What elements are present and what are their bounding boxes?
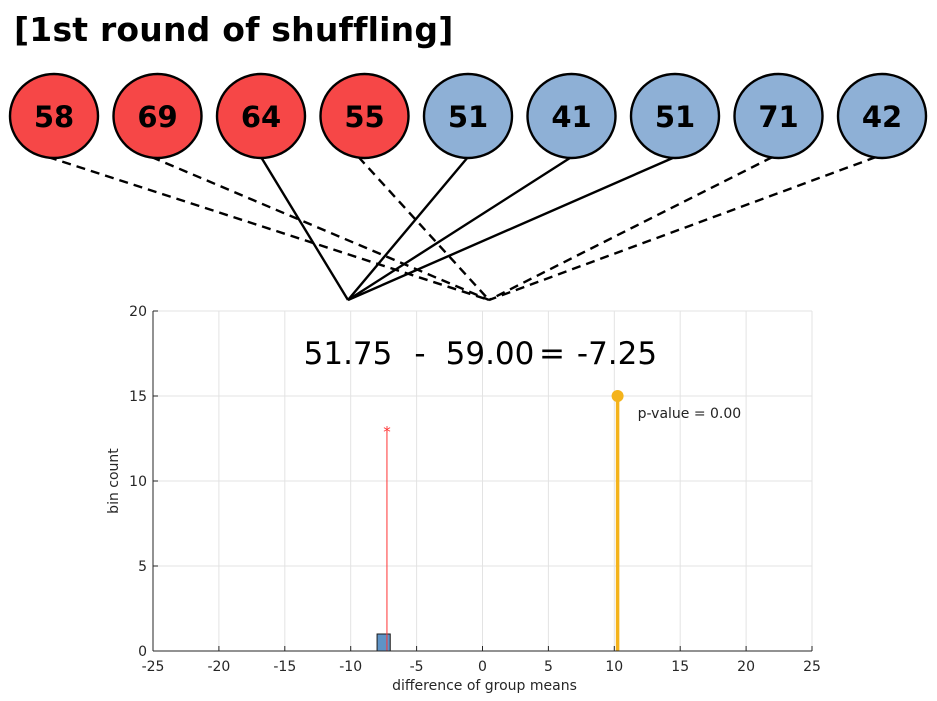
chart-axes: difference of group means bin count <box>106 311 812 694</box>
y-tick-label: 20 <box>129 304 147 320</box>
connector-line-8 <box>488 155 774 302</box>
value-ball-4: 55 <box>319 72 410 160</box>
value-ball-2: 69 <box>112 72 203 160</box>
ball-value: 51 <box>655 100 695 134</box>
equation-equals: = <box>539 336 565 372</box>
value-ball-1: 58 <box>8 72 100 160</box>
x-tick-label: 5 <box>544 659 553 675</box>
chart-grid <box>152 310 813 652</box>
connector-line-9 <box>488 155 877 302</box>
ball-circle <box>112 72 203 160</box>
ball-circle <box>629 72 721 160</box>
y-tick-label: 15 <box>129 389 147 405</box>
ball-circle <box>319 72 410 160</box>
equation-text: 51.75-59.00 = -7.25 <box>304 336 657 372</box>
stem-markers: * p-value = 0.00 <box>383 390 741 651</box>
connector-line-7 <box>347 155 676 302</box>
value-ball-8: 71 <box>733 72 824 160</box>
histogram-bar-1 <box>376 633 391 652</box>
ball-value: 58 <box>34 100 74 134</box>
ball-circle <box>422 72 514 160</box>
value-ball-7: 51 <box>629 72 721 160</box>
connector-line-2 <box>151 155 490 302</box>
x-tick-label: 25 <box>803 659 821 675</box>
shuffled-stem-marker: * <box>383 423 391 441</box>
ball-value: 51 <box>448 100 488 134</box>
p-value-label: p-value = 0.00 <box>638 406 742 422</box>
ball-value: 55 <box>344 100 384 134</box>
x-tick-label: 15 <box>671 659 689 675</box>
x-tick-label: 10 <box>605 659 623 675</box>
x-axis-label: difference of group means <box>392 678 577 694</box>
connector-lines <box>47 155 877 302</box>
y-tick-label: 0 <box>138 644 147 660</box>
connector-line-5 <box>347 156 469 301</box>
x-tick-label: -20 <box>207 659 230 675</box>
x-tick-label: -10 <box>339 659 362 675</box>
equation-mean-a: 51.75 <box>304 336 393 372</box>
ball-circle <box>733 72 824 160</box>
ball-value: 41 <box>551 100 591 134</box>
equation-result: -7.25 <box>577 336 657 372</box>
equation-mean-b: 59.00 <box>446 336 535 372</box>
y-tick-label: 10 <box>129 474 147 490</box>
ball-value: 71 <box>758 100 798 134</box>
axis-ticks: -25 -20 -15 -10 -5 0 5 10 15 20 25 0 5 10 15 20 <box>129 304 821 675</box>
observed-stem-marker <box>611 390 624 402</box>
ball-circle <box>836 72 928 160</box>
x-tick-label: 20 <box>737 659 755 675</box>
ball-value: 42 <box>862 100 902 134</box>
page-title: [1st round of shuffling] <box>14 10 454 49</box>
ball-value: 64 <box>241 100 281 134</box>
x-tick-label: 0 <box>478 659 487 675</box>
ball-circle <box>526 72 617 160</box>
x-tick-label: -5 <box>410 659 424 675</box>
y-tick-label: 5 <box>138 559 147 575</box>
connector-line-4 <box>357 156 490 301</box>
x-tick-label: -15 <box>273 659 296 675</box>
histogram-bars <box>376 633 391 652</box>
ball-circle <box>8 72 100 160</box>
value-ball-5: 51 <box>422 72 514 160</box>
ball-circle <box>215 72 307 160</box>
value-ball-3: 64 <box>215 72 307 160</box>
value-ball-9: 42 <box>836 72 928 160</box>
value-balls: 58 69 64 55 51 41 51 71 42 <box>8 72 928 160</box>
x-tick-label: -25 <box>142 659 165 675</box>
connector-line-6 <box>347 155 573 302</box>
connector-line-1 <box>47 155 490 302</box>
connector-line-3 <box>259 156 350 301</box>
ball-value: 69 <box>137 100 177 134</box>
value-ball-6: 41 <box>526 72 617 160</box>
equation-minus: - <box>414 336 425 372</box>
y-axis-label: bin count <box>106 448 122 514</box>
